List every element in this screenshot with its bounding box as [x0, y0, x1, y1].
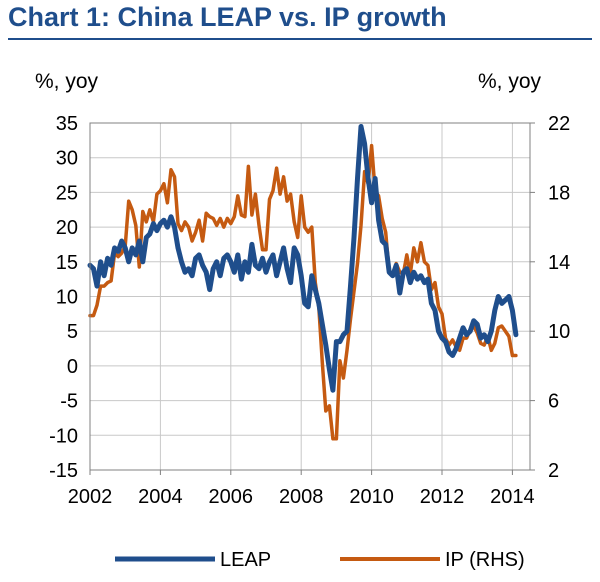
legend: LEAP IP (RHS) — [115, 549, 525, 571]
x-tick-label: 2010 — [349, 486, 394, 508]
x-tick-label: 2006 — [209, 486, 254, 508]
series-line-leap — [87, 124, 519, 393]
right-tick-label: 22 — [548, 113, 570, 135]
right-axis-label: %, yoy — [478, 70, 542, 93]
left-tick-label: -10 — [49, 425, 78, 447]
left-tick-label: 5 — [67, 321, 78, 343]
left-tick-label: -5 — [60, 391, 78, 413]
left-axis-ticks: 35 30 25 20 15 10 5 0 -5 -10 -15 — [49, 113, 78, 482]
right-tick-label: 14 — [548, 252, 570, 274]
left-tick-label: 0 — [67, 356, 78, 378]
x-tick-label: 2002 — [68, 486, 113, 508]
x-tick-label: 2004 — [138, 486, 183, 508]
title-divider — [8, 38, 592, 40]
right-tick-label: 18 — [548, 182, 570, 204]
chart-title: Chart 1: China LEAP vs. IP growth — [8, 2, 447, 32]
series-lines — [87, 124, 519, 441]
left-axis-label: %, yoy — [35, 70, 99, 93]
right-axis-ticks: 22 18 14 10 6 2 — [530, 113, 570, 482]
right-tick-label: 2 — [548, 460, 559, 482]
legend-label-1: IP (RHS) — [445, 549, 525, 571]
left-tick-label: 35 — [56, 113, 78, 135]
right-tick-label: 10 — [548, 321, 570, 343]
left-tick-label: 30 — [56, 148, 78, 170]
series-line-ip-rhs — [88, 143, 518, 441]
left-tick-label: 15 — [56, 252, 78, 274]
x-tick-label: 2014 — [490, 486, 535, 508]
right-tick-label: 6 — [548, 391, 559, 413]
left-tick-label: -15 — [49, 460, 78, 482]
legend-label-0: LEAP — [220, 549, 271, 571]
x-axis-ticks: 2002 2004 2006 2008 2010 2012 2014 — [68, 470, 535, 508]
left-tick-label: 25 — [56, 182, 78, 204]
plot-frame — [89, 122, 531, 471]
x-tick-label: 2012 — [420, 486, 465, 508]
left-tick-label: 10 — [56, 287, 78, 309]
x-tick-label: 2008 — [279, 486, 324, 508]
left-tick-label: 20 — [56, 217, 78, 239]
